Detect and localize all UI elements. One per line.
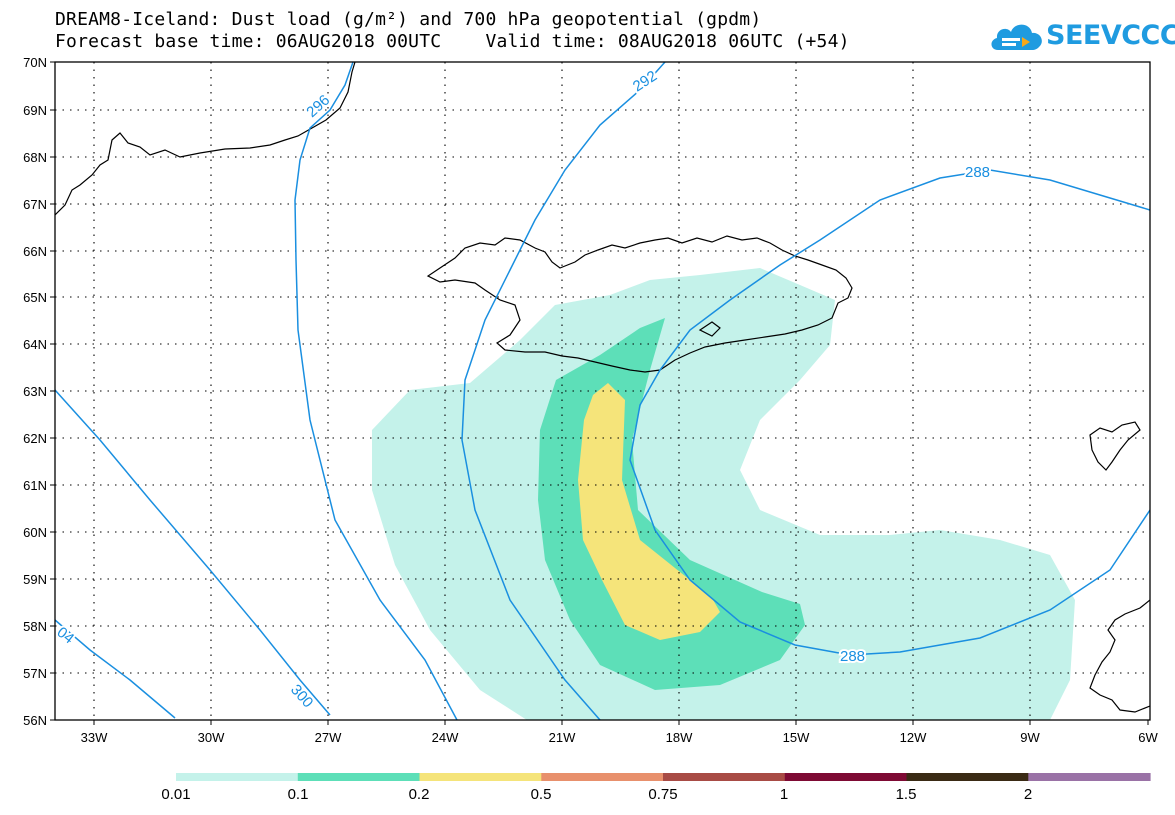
cloud-icon xyxy=(991,24,1042,50)
contour-label-296: 296 xyxy=(303,92,333,121)
colorbar-label: 0.5 xyxy=(530,786,552,803)
colorbar-label: 0.1 xyxy=(287,786,309,803)
lat-label: 65N xyxy=(23,290,47,305)
lon-label: 27W xyxy=(315,730,342,745)
colorbar xyxy=(176,773,1151,781)
lat-label: 70N xyxy=(23,55,47,70)
lon-label: 33W xyxy=(81,730,108,745)
map-subtitle: Forecast base time: 06AUG2018 00UTC Vali… xyxy=(55,31,850,52)
lon-label: 15W xyxy=(783,730,810,745)
iceland-coast xyxy=(426,235,853,373)
contour-label-288-south: 288 xyxy=(840,648,865,665)
lat-label: 64N xyxy=(23,337,47,352)
seevccc-logo: SEEVCCC xyxy=(988,14,1175,58)
colorbar-swatch xyxy=(541,773,664,781)
tick-marks xyxy=(50,61,1149,725)
colorbar-swatch xyxy=(1028,773,1151,781)
colorbar-swatch xyxy=(784,773,908,781)
lon-label: 12W xyxy=(900,730,927,745)
lat-gridlines xyxy=(55,109,1150,674)
dust-area-0.01 xyxy=(372,268,1075,720)
lon-label: 21W xyxy=(549,730,576,745)
contour-labels: 296 292 288 288 300 04 xyxy=(52,65,992,713)
colorbar-label: 0.01 xyxy=(161,786,191,803)
lon-label: 9W xyxy=(1020,730,1040,745)
lat-label: 68N xyxy=(23,150,47,165)
contour-label-304: 04 xyxy=(54,624,78,648)
lat-label: 57N xyxy=(23,666,47,681)
geopotential-contours xyxy=(55,62,1150,720)
lat-label: 69N xyxy=(23,103,47,118)
colorbar-label: 1 xyxy=(779,786,789,803)
lat-label: 66N xyxy=(23,244,47,259)
contour-label-300: 300 xyxy=(287,681,316,711)
colorbar-swatch xyxy=(663,773,786,781)
lat-label: 62N xyxy=(23,431,47,446)
iceland-inner-icecap xyxy=(698,321,721,337)
lat-label: 59N xyxy=(23,572,47,587)
colorbar-swatch xyxy=(419,773,542,781)
contour-300 xyxy=(55,389,331,716)
lon-label: 6W xyxy=(1138,730,1158,745)
contour-296 xyxy=(294,62,458,720)
logo-text: SEEVCCC xyxy=(1046,20,1175,51)
lon-label: 24W xyxy=(432,730,459,745)
scotland-coast xyxy=(1089,599,1150,713)
colorbar-label: 1.5 xyxy=(895,786,917,803)
map-title: DREAM8-Iceland: Dust load (g/m²) and 700… xyxy=(55,9,762,30)
lat-labels: 70N 69N 68N 67N 66N 65N 64N 63N 62N 61N … xyxy=(23,55,47,728)
coastlines xyxy=(55,62,1150,713)
contour-label-288-north: 288 xyxy=(965,164,990,181)
contour-304 xyxy=(55,619,176,719)
lat-label: 60N xyxy=(23,525,47,540)
lat-label: 67N xyxy=(23,197,47,212)
colorbar-swatch xyxy=(906,773,1029,781)
lon-label: 30W xyxy=(198,730,225,745)
greenland-coast xyxy=(55,62,356,216)
colorbar-swatch xyxy=(297,773,421,781)
lat-label: 58N xyxy=(23,619,47,634)
contour-292 xyxy=(461,62,666,720)
lat-label: 63N xyxy=(23,384,47,399)
colorbar-label: 0.75 xyxy=(648,786,678,803)
faroe-coast xyxy=(1089,421,1141,471)
colorbar-label: 0.2 xyxy=(408,786,430,803)
lat-label: 56N xyxy=(23,713,47,728)
lon-label: 18W xyxy=(666,730,693,745)
lat-label: 61N xyxy=(23,478,47,493)
contour-288 xyxy=(629,169,1150,656)
dust-area-0.2 xyxy=(578,383,720,640)
lon-gridlines xyxy=(93,62,1031,720)
lon-labels: 33W 30W 27W 24W 21W 18W 15W 12W 9W 6W xyxy=(81,730,1159,745)
colorbar-label: 2 xyxy=(1023,786,1033,803)
colorbar-swatch xyxy=(176,773,299,781)
